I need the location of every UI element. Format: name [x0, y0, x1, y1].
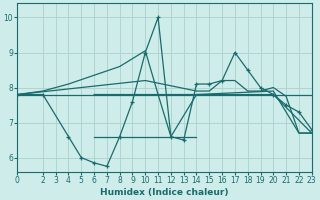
X-axis label: Humidex (Indice chaleur): Humidex (Indice chaleur) — [100, 188, 229, 197]
